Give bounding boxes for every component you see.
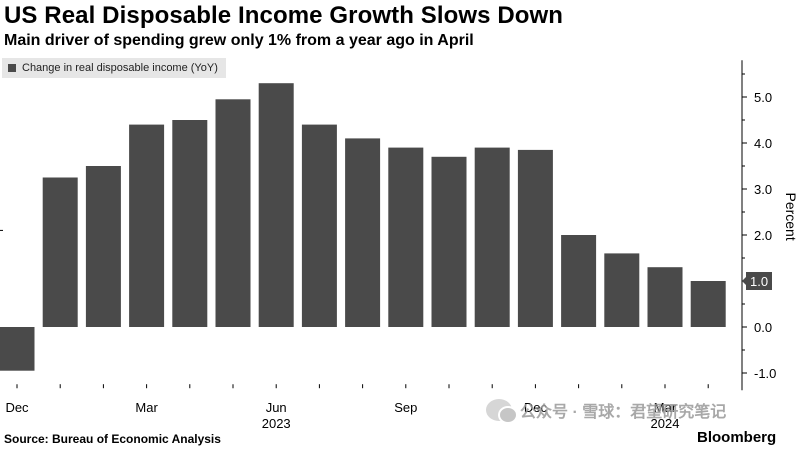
y-tick-label: 0.0 [754, 320, 772, 335]
watermark-text: 公众号 · 雪球：君望研究笔记 [520, 404, 727, 421]
x-tick-label: Mar [654, 400, 677, 415]
bar-sep-2023 [388, 147, 424, 327]
source-note: Source: Bureau of Economic Analysis [4, 432, 221, 446]
y-tick-label: 5.0 [754, 90, 772, 105]
x-tick-label: Dec [5, 400, 29, 415]
legend-label: Change in real disposable income (YoY) [22, 62, 218, 74]
bar-feb-2024 [604, 253, 640, 327]
bar-apr-2024 [690, 281, 726, 327]
chart-title: US Real Disposable Income Growth Slows D… [4, 2, 564, 29]
bar-dec-2023 [517, 149, 553, 327]
bar-may-2023 [215, 99, 251, 327]
latest-value-pointer [742, 276, 747, 286]
bar-dec-2022 [0, 327, 35, 371]
x-tick-label: Sep [394, 400, 417, 415]
bar-nov-2023 [474, 147, 510, 327]
bar-jul-2023 [301, 124, 337, 327]
x-tick-label: Jun [266, 400, 287, 415]
y-tick-label: 4.0 [754, 136, 772, 151]
y-tick-label: -1.0 [754, 366, 776, 381]
x-tick-label: Mar [135, 400, 158, 415]
x-tick-label: Dec [524, 400, 548, 415]
wechat-icon [486, 399, 518, 424]
x-tick-sublabel: 2023 [262, 416, 291, 431]
bar-jan-2024 [561, 235, 597, 327]
bar-mar-2024 [647, 267, 683, 327]
bar-mar-2023 [129, 124, 165, 327]
y-tick-label: 2.0 [754, 228, 772, 243]
brand-logo: Bloomberg [697, 429, 777, 446]
y-axis-label: Percent [783, 192, 799, 240]
legend: Change in real disposable income (YoY) [2, 58, 226, 78]
bar-jan-2023 [42, 177, 78, 327]
chart-subtitle: Main driver of spending grew only 1% fro… [4, 32, 474, 49]
bar-feb-2023 [85, 166, 121, 327]
legend-swatch [8, 64, 16, 72]
watermark: 公众号 · 雪球：君望研究笔记 [486, 398, 727, 424]
x-tick-sublabel: 2024 [651, 416, 680, 431]
bar-aug-2023 [345, 138, 381, 327]
bar-apr-2023 [172, 120, 208, 327]
bar-jun-2023 [258, 83, 294, 327]
latest-value-label: 1.0 [750, 274, 768, 289]
bar-oct-2023 [431, 156, 467, 327]
latest-value-box [746, 272, 772, 290]
y-tick-label: 3.0 [754, 182, 772, 197]
